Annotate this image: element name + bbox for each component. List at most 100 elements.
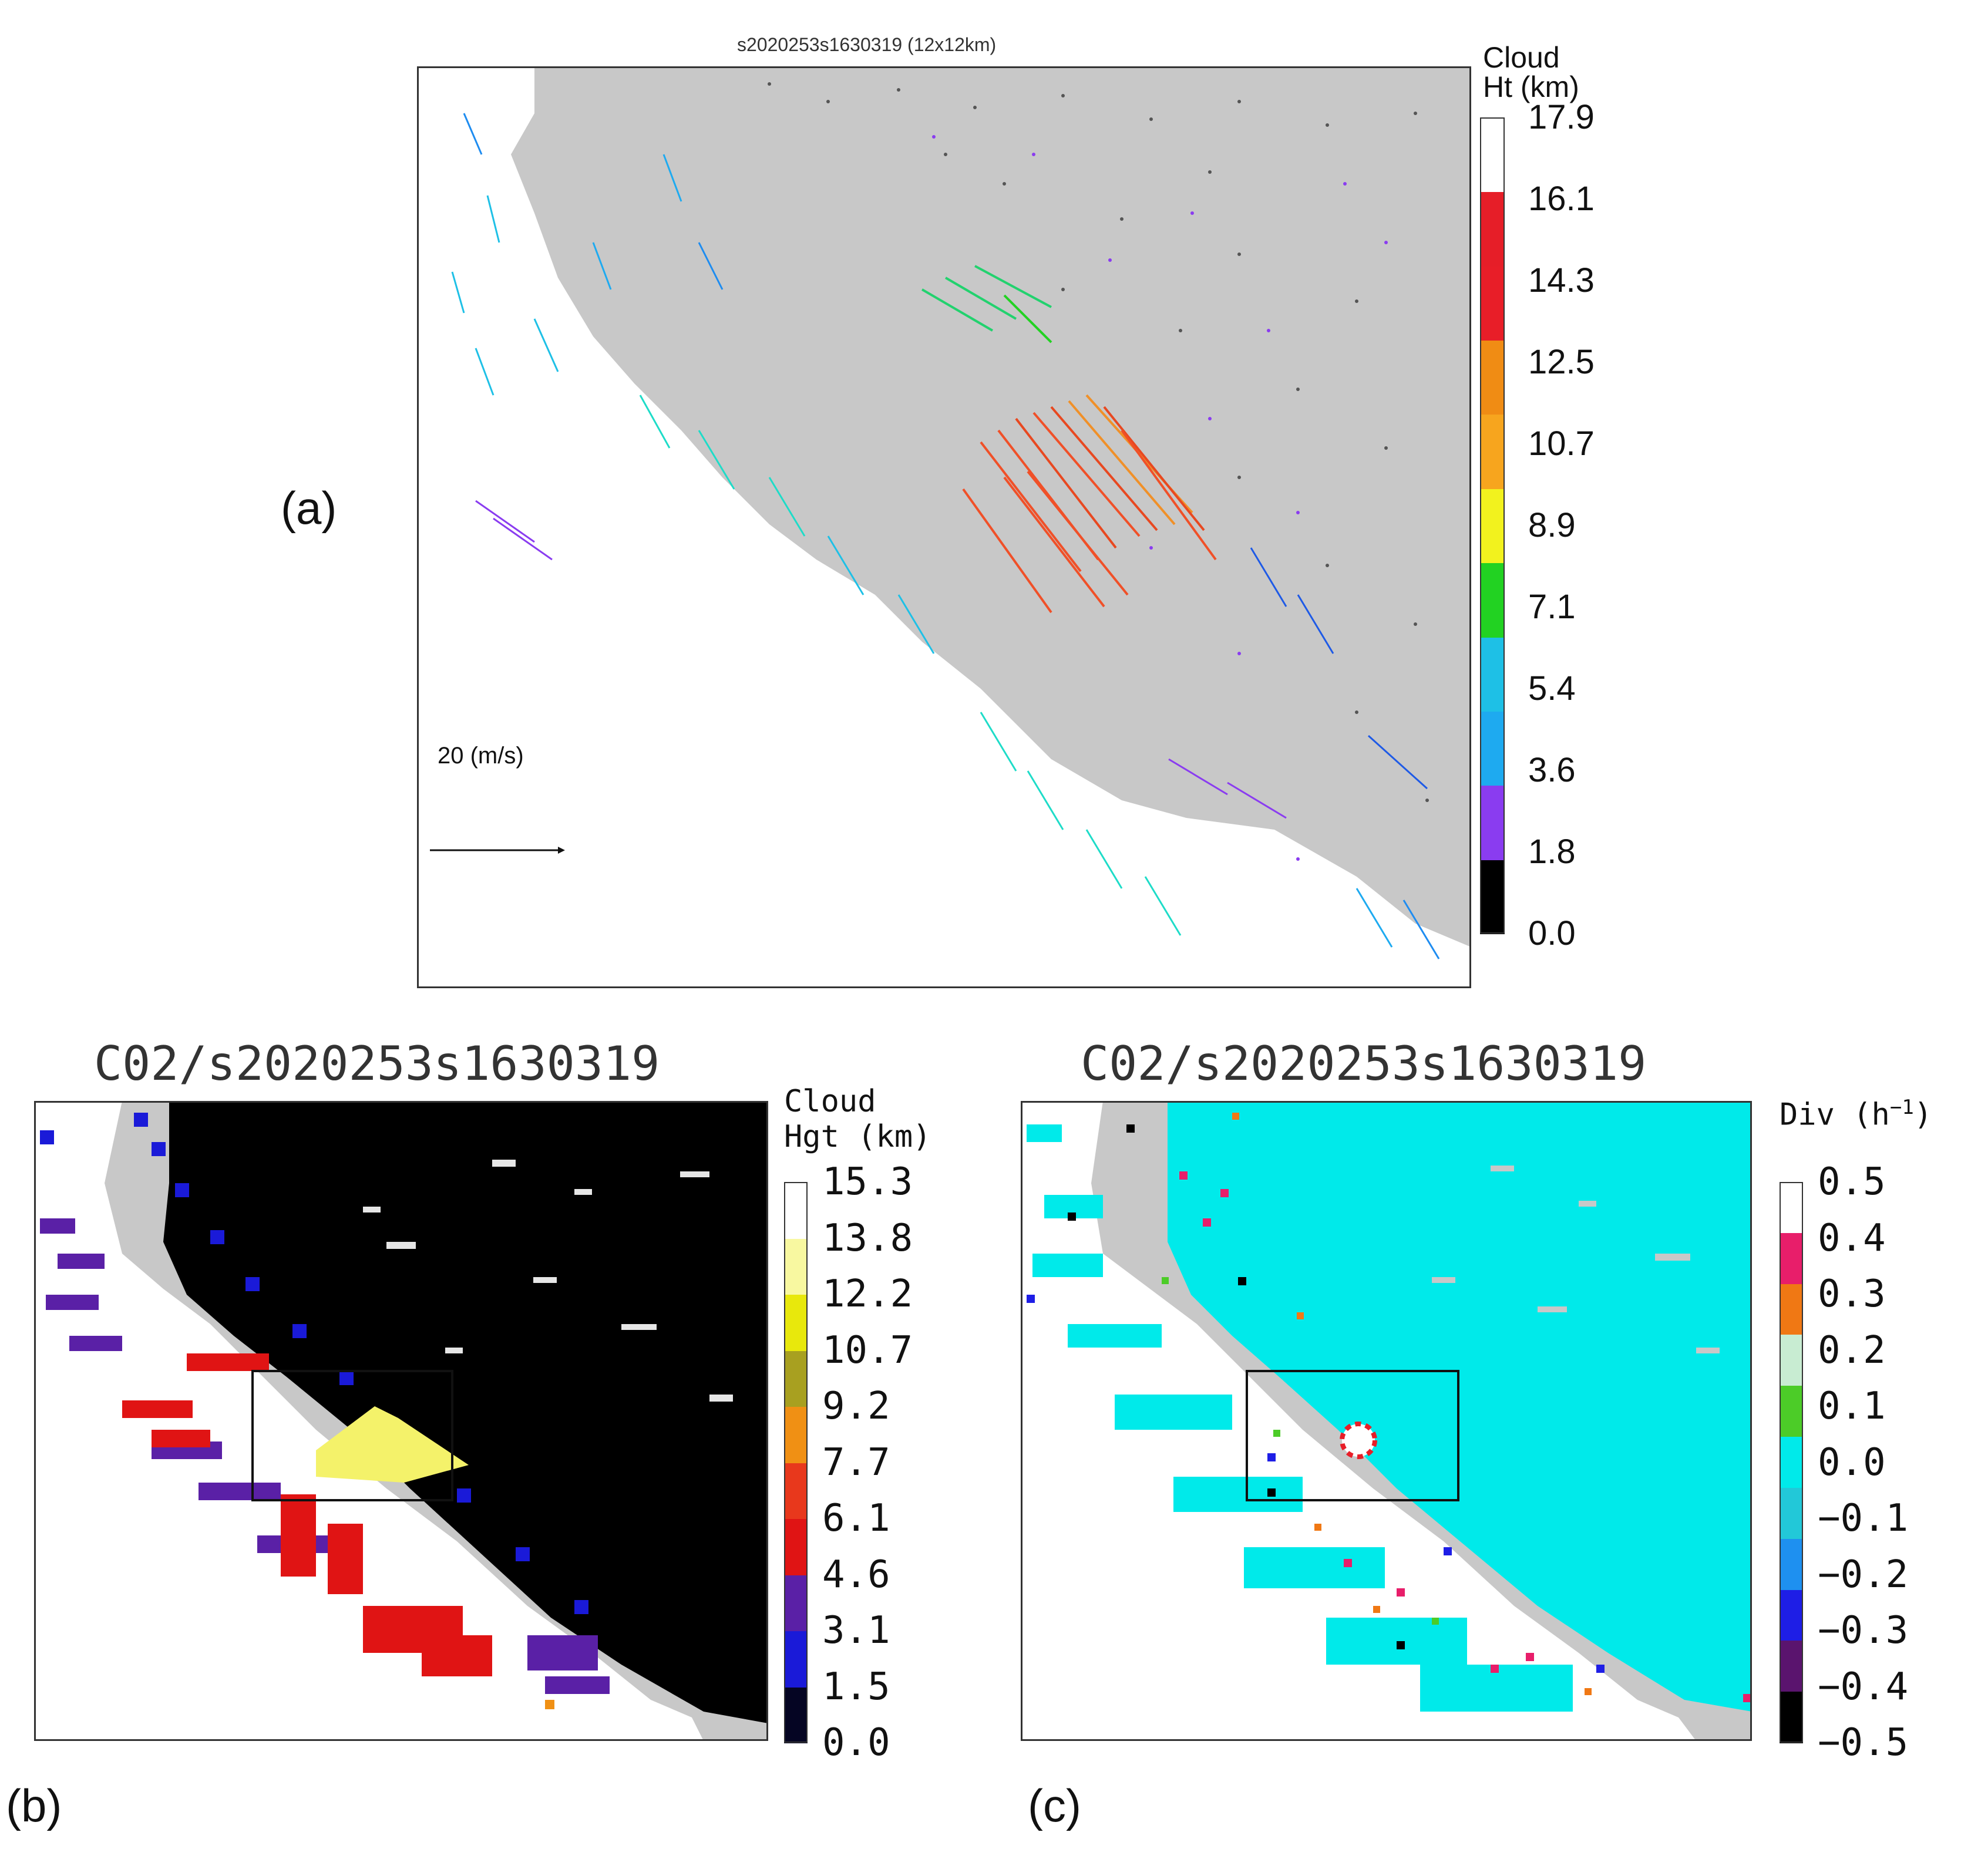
panel_c-colorbar-label: 0.1 (1818, 1385, 1886, 1428)
panel_a-colorbar-swatch (1480, 117, 1505, 193)
panel-c-colorbar-title-2: −1 (1889, 1096, 1914, 1119)
panel_b-colorbar-swatch (784, 1350, 808, 1407)
panel_a-colorbar-label: 14.3 (1528, 261, 1595, 299)
panel-c-noise-black (1068, 1124, 1405, 1649)
panel-b-red-band (122, 1353, 492, 1676)
panel_b-colorbar-swatch (784, 1686, 808, 1743)
panel-a-cyan-vectors (451, 113, 1440, 959)
panel-c-noise-red (1179, 1171, 1751, 1702)
panel_a-colorbar-swatch (1480, 265, 1505, 341)
panel-a-letter: (a) (281, 482, 337, 534)
panel-a-map (430, 66, 1471, 959)
panel_c-colorbar-label: 0.2 (1818, 1328, 1886, 1372)
panel_c-colorbar-label: 0.4 (1818, 1216, 1886, 1260)
panel_b-colorbar-swatch (784, 1406, 808, 1463)
panel_a-colorbar-label: 16.1 (1528, 180, 1595, 218)
panel_c-colorbar-swatch (1780, 1182, 1803, 1234)
panel-a-purple-vectors (475, 500, 1287, 819)
panel_a-colorbar-swatch (1480, 636, 1505, 712)
panel-a-purple-dots (932, 135, 1388, 861)
panel_a-colorbar-swatch (1480, 785, 1505, 860)
panel-b-colorbar-title-2: Hgt (km) (784, 1119, 931, 1154)
panel_a-colorbar-swatch (1480, 191, 1505, 267)
panel_c-colorbar-swatch (1780, 1386, 1803, 1438)
panel_b-colorbar-label: 15.3 (822, 1160, 913, 1204)
panel_c-colorbar-label: 0.5 (1818, 1160, 1886, 1204)
panel-c-title: C02/s2020253s1630319 (1081, 1036, 1647, 1091)
panel_a-colorbar-swatch (1480, 340, 1505, 415)
panel-a-scale-arrow (430, 847, 565, 854)
panel_a-colorbar-swatch (1480, 488, 1505, 564)
panel_c-colorbar-label: −0.5 (1818, 1721, 1909, 1764)
panel_c-colorbar-label: 0.3 (1818, 1272, 1886, 1316)
panel_a-colorbar-swatch (1480, 859, 1505, 934)
panel-b-black-region (163, 1101, 768, 1723)
panel-c-cyan-region (1168, 1101, 1752, 1712)
panel_b-colorbar-swatch (784, 1294, 808, 1351)
panel_c-colorbar-label: −0.4 (1818, 1665, 1909, 1709)
panel_b-colorbar-swatch (784, 1574, 808, 1631)
panel-c-map (1021, 1101, 1752, 1741)
panel-b-letter: (b) (6, 1780, 62, 1831)
panel-b-orange-specks (545, 1700, 554, 1709)
panel_b-colorbar-label: 0.0 (822, 1721, 890, 1764)
panel-c-noise-blue (1027, 1295, 1605, 1673)
panel-c-box (1246, 1370, 1459, 1501)
panel_b-colorbar-label: 13.8 (822, 1216, 913, 1260)
panel_c-colorbar-swatch (1780, 1232, 1803, 1285)
panel_a-colorbar-swatch (1480, 710, 1505, 786)
panel_b-colorbar-label: 4.6 (822, 1552, 890, 1597)
panel_b-colorbar-label: 10.7 (822, 1328, 913, 1372)
panel-b-colorbar-title-1: Cloud (784, 1084, 876, 1119)
panel_b-colorbar-label: 6.1 (822, 1497, 890, 1540)
panel_b-colorbar-label: 12.2 (822, 1272, 913, 1316)
panel_a-colorbar-label: 5.4 (1528, 669, 1576, 708)
panel_a-colorbar-swatch (1480, 563, 1505, 638)
panel_a-colorbar-label: 10.7 (1528, 425, 1595, 463)
panel-b-blue-band (40, 1113, 588, 1614)
panel-c-colorbar-title-3: ) (1913, 1097, 1933, 1133)
panel_b-colorbar-swatch (784, 1462, 808, 1519)
panel_c-colorbar-label: 0.0 (1818, 1440, 1886, 1484)
panel_c-colorbar-swatch (1780, 1589, 1803, 1642)
panel-a-colorbar-title-2: Ht (km) (1483, 70, 1579, 103)
panel-a-scale-label: 20 (m/s) (438, 743, 524, 769)
panel-c-colorbar-title-1: Div (h (1780, 1097, 1890, 1133)
panel_a-colorbar-label: 1.8 (1528, 833, 1576, 871)
panel-c-noise-green (1162, 1277, 1439, 1625)
panel_a-colorbar-label: 3.6 (1528, 751, 1576, 789)
panel-a-dots (768, 82, 1429, 802)
panel_b-colorbar-swatch (784, 1518, 808, 1575)
panel-c-gray-specks (1432, 1166, 1720, 1353)
panel-c-ring (1340, 1422, 1377, 1459)
panel_a-colorbar-label: 7.1 (1528, 588, 1576, 626)
panel_c-colorbar-swatch (1780, 1284, 1803, 1336)
panel_a-colorbar-swatch (1480, 414, 1505, 489)
panel-b-white-specks (363, 1160, 733, 1402)
panel_b-colorbar-swatch (784, 1238, 808, 1295)
panel_a-colorbar-label: 0.0 (1528, 914, 1576, 952)
panel_b-colorbar-label: 7.7 (822, 1440, 890, 1484)
panel_b-colorbar-label: 1.5 (822, 1665, 890, 1709)
panel_c-colorbar-swatch (1780, 1641, 1803, 1693)
panel-b-title: C02/s2020253s1630319 (94, 1036, 660, 1091)
panel-c-letter: (c) (1028, 1780, 1081, 1831)
panel_a-colorbar-label: 12.5 (1528, 343, 1595, 381)
panel_a-colorbar-label: 8.9 (1528, 506, 1576, 544)
panel_c-colorbar-swatch (1780, 1335, 1803, 1387)
panel_c-colorbar-swatch (1780, 1692, 1803, 1743)
panel_c-colorbar-swatch (1780, 1437, 1803, 1488)
panel_a-colorbar-label: 17.9 (1528, 98, 1595, 136)
panel_c-colorbar-label: −0.2 (1818, 1552, 1909, 1597)
panel_b-colorbar-swatch (784, 1182, 808, 1239)
panel-a-colorbar-title-1: Cloud (1483, 41, 1560, 74)
panel-b-map (34, 1101, 768, 1741)
panel_c-colorbar-swatch (1780, 1487, 1803, 1540)
panel-a-red-vectors (962, 394, 1217, 614)
panel-b-box (251, 1370, 453, 1501)
panel_b-colorbar-label: 3.1 (822, 1609, 890, 1652)
panel_c-colorbar-swatch (1780, 1538, 1803, 1591)
panel-c-colorbar-title: Div (h−1) (1780, 1092, 1932, 1130)
panel-c-cyan-patches (1027, 1124, 1573, 1712)
panel-b-yellow-region (316, 1406, 469, 1483)
